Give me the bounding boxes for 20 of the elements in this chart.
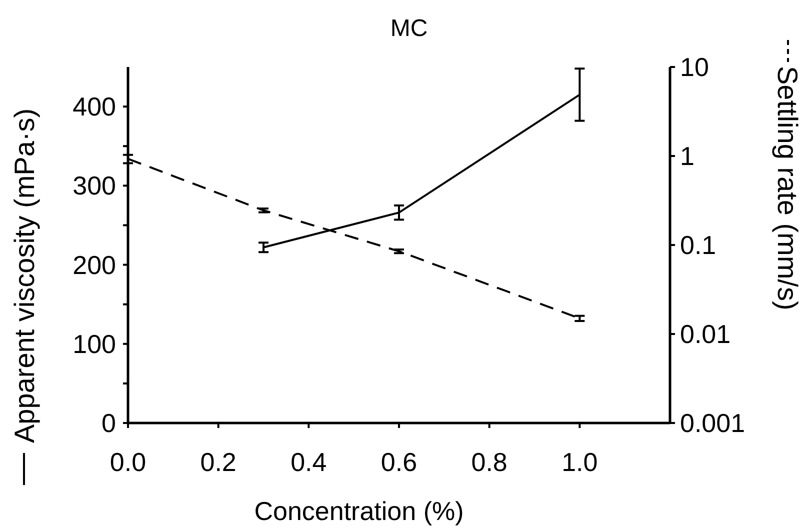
x-tick-label: 0.6 — [380, 447, 418, 477]
y2-tick-label: 0.01 — [680, 319, 731, 349]
x-tick-label: 0.4 — [290, 447, 327, 477]
y2-tick-label: 0.1 — [680, 230, 716, 260]
x-tick-label: 1.0 — [562, 447, 598, 477]
y2-tick-label: 10 — [680, 52, 709, 82]
x-tick-label: 0.8 — [471, 447, 508, 477]
y2-axis-title: Settling rate (mm/s) — [772, 66, 802, 310]
y2-tick-label: 1 — [680, 141, 694, 171]
x-tick-label: 0.0 — [110, 447, 146, 477]
y-tick-label: 0 — [102, 408, 116, 438]
y2-tick-label: 0.001 — [680, 408, 746, 438]
y-tick-label: 400 — [72, 92, 116, 122]
x-axis-title: Concentration (%) — [254, 496, 464, 526]
y-tick-label: 100 — [72, 328, 116, 359]
chart-title: MC — [390, 15, 428, 42]
x-tick-label: 0.2 — [200, 447, 236, 477]
y-tick-label: 200 — [72, 250, 116, 280]
y-tick-label: 300 — [72, 170, 116, 201]
y-axis-title: Apparent viscosity (mPa·s) — [9, 108, 40, 443]
